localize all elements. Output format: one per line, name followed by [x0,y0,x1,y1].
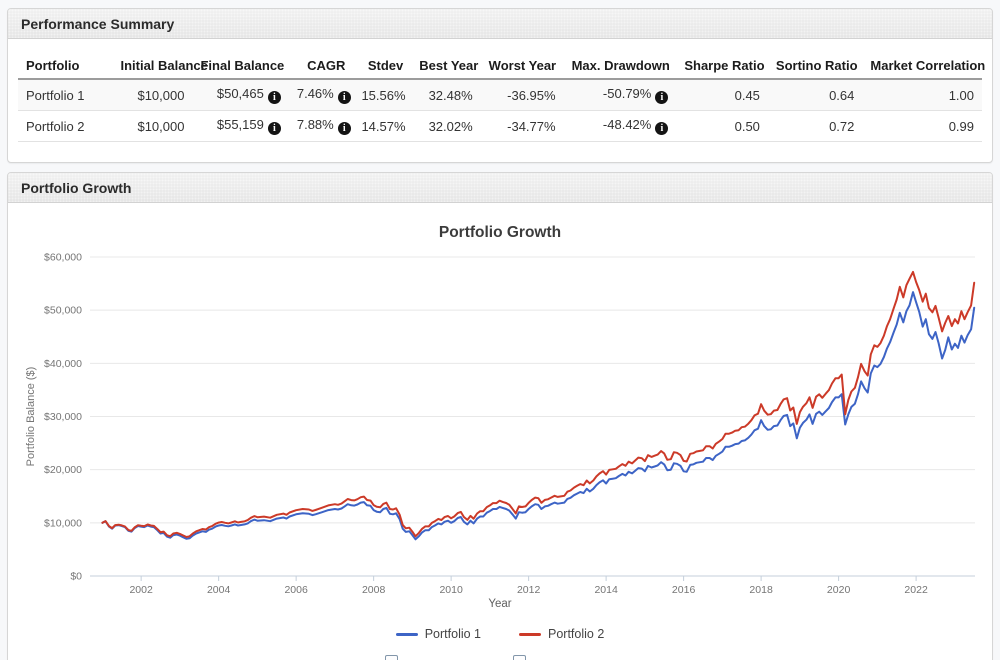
column-header: Market Correlation [862,53,985,80]
info-icon[interactable]: i [267,122,281,135]
table-cell: -36.95% [480,79,564,111]
y-tick-label: $40,000 [44,358,82,370]
legend-label: Portfolio 2 [548,627,605,641]
table-row: Portfolio 1 $10,000 $50,465 i 7.46% i 15.56% 32… [18,79,982,111]
y-tick-label: $0 [70,571,82,583]
performance-summary-body: Portfolio Initial Balance Final Balance CAG… [8,39,992,162]
x-tick-label: 2012 [517,584,541,596]
info-icon[interactable]: i [267,91,281,104]
x-tick-label: 2022 [904,584,928,596]
info-icon[interactable]: i [655,122,669,135]
legend-item-portfolio-1[interactable]: Portfolio 1 [395,627,481,641]
y-tick-label: $20,000 [44,464,82,476]
column-header: Sharpe Ratio [676,53,768,80]
column-header: CAGR [288,53,354,80]
x-tick-label: 2018 [749,584,773,596]
table-cell: 0.50 [676,110,768,142]
table-cell: $55,159 i [192,110,289,142]
x-tick-label: 2006 [284,584,308,596]
column-header: Sortino Ratio [767,53,863,80]
legend-label: Portfolio 1 [424,627,481,641]
table-cell: 32.02% [411,110,481,142]
x-tick-label: 2010 [439,584,463,596]
table-cell: 0.72 [767,110,863,142]
x-axis-label: Year [488,598,512,610]
y-tick-label: $10,000 [44,517,82,529]
chart-title: Portfolio Growth [438,224,562,241]
performance-summary-header: Performance Summary [8,9,992,39]
legend-swatch [519,632,541,636]
column-header: Best Year [411,53,481,80]
performance-summary-table: Portfolio Initial Balance Final Balance CAG… [18,53,985,142]
growth-line-chart: $0 $10,000 $20,000 $30,000 $40,000 $50,000 $60… [25,252,976,596]
x-tick-label: 2004 [207,584,231,596]
x-tick-label: 2020 [827,584,851,596]
table-header-row: Portfolio Initial Balance Final Balance CAG… [18,53,985,80]
series-line-portfolio-2 [101,270,976,538]
info-icon[interactable]: i [337,122,351,135]
table-cell: 0.64 [767,79,863,111]
table-cell: $50,465 i [192,79,289,111]
legend-swatch [395,632,418,636]
table-cell: $10,000 [112,110,193,142]
table-cell: -50.79% i [563,79,677,111]
table-cell: 1.00 [862,79,982,111]
column-header: Worst Year [480,53,564,80]
table-cell: $10,000 [112,79,193,111]
column-header: Portfolio [18,53,113,80]
table-cell: 0.45 [676,79,768,111]
y-tick-label: $60,000 [44,252,82,264]
x-tick-label: 2016 [672,584,696,596]
table-cell: -48.42% i [563,110,677,142]
portfolio-growth-header: Portfolio Growth [8,173,992,203]
x-tick-label: 2014 [594,584,618,596]
table-cell: -34.77% [480,110,564,142]
table-cell: 32.48% [411,79,481,111]
column-header: Initial Balance [112,53,208,80]
performance-summary-panel: Performance Summary Portfolio Initial Bal… [7,8,993,163]
x-tick-label: 2002 [129,584,153,596]
table-row: Portfolio 2 $10,000 $55,159 i 7.88% i 14.57% 32… [18,110,982,142]
column-header: Final Balance [192,53,289,80]
table-cell: Portfolio 2 [18,110,113,142]
legend-item-portfolio-2[interactable]: Portfolio 2 [519,627,604,641]
table-body: Portfolio 1 $10,000 $50,465 i 7.46% i 15.56% 32… [18,79,982,142]
series-line-portfolio-1 [101,291,976,541]
table-cell: Portfolio 1 [18,79,113,111]
table-cell: 0.99 [862,110,982,142]
info-icon[interactable]: i [337,91,351,104]
y-axis-label: Portfolio Balance ($) [25,367,37,467]
table-cell: 15.56% [353,79,412,111]
portfolio-growth-title: Portfolio Growth [21,180,132,196]
column-header: Max. Drawdown [563,53,677,80]
x-tick-label: 2008 [362,584,386,596]
table-cell: 14.57% [353,110,412,142]
column-header: Stdev [353,53,412,80]
info-icon[interactable]: i [655,91,669,104]
performance-summary-title: Performance Summary [21,16,175,32]
chart-legend: Portfolio 1 Portfolio 2 [7,627,993,641]
table-cell: 7.46% i [288,79,354,111]
chart-option-checkbox-2[interactable] [513,655,526,660]
chart-option-checkbox-1[interactable] [385,655,398,660]
y-tick-label: $30,000 [44,411,82,423]
table-cell: 7.88% i [288,110,354,142]
y-tick-label: $50,000 [44,305,82,317]
